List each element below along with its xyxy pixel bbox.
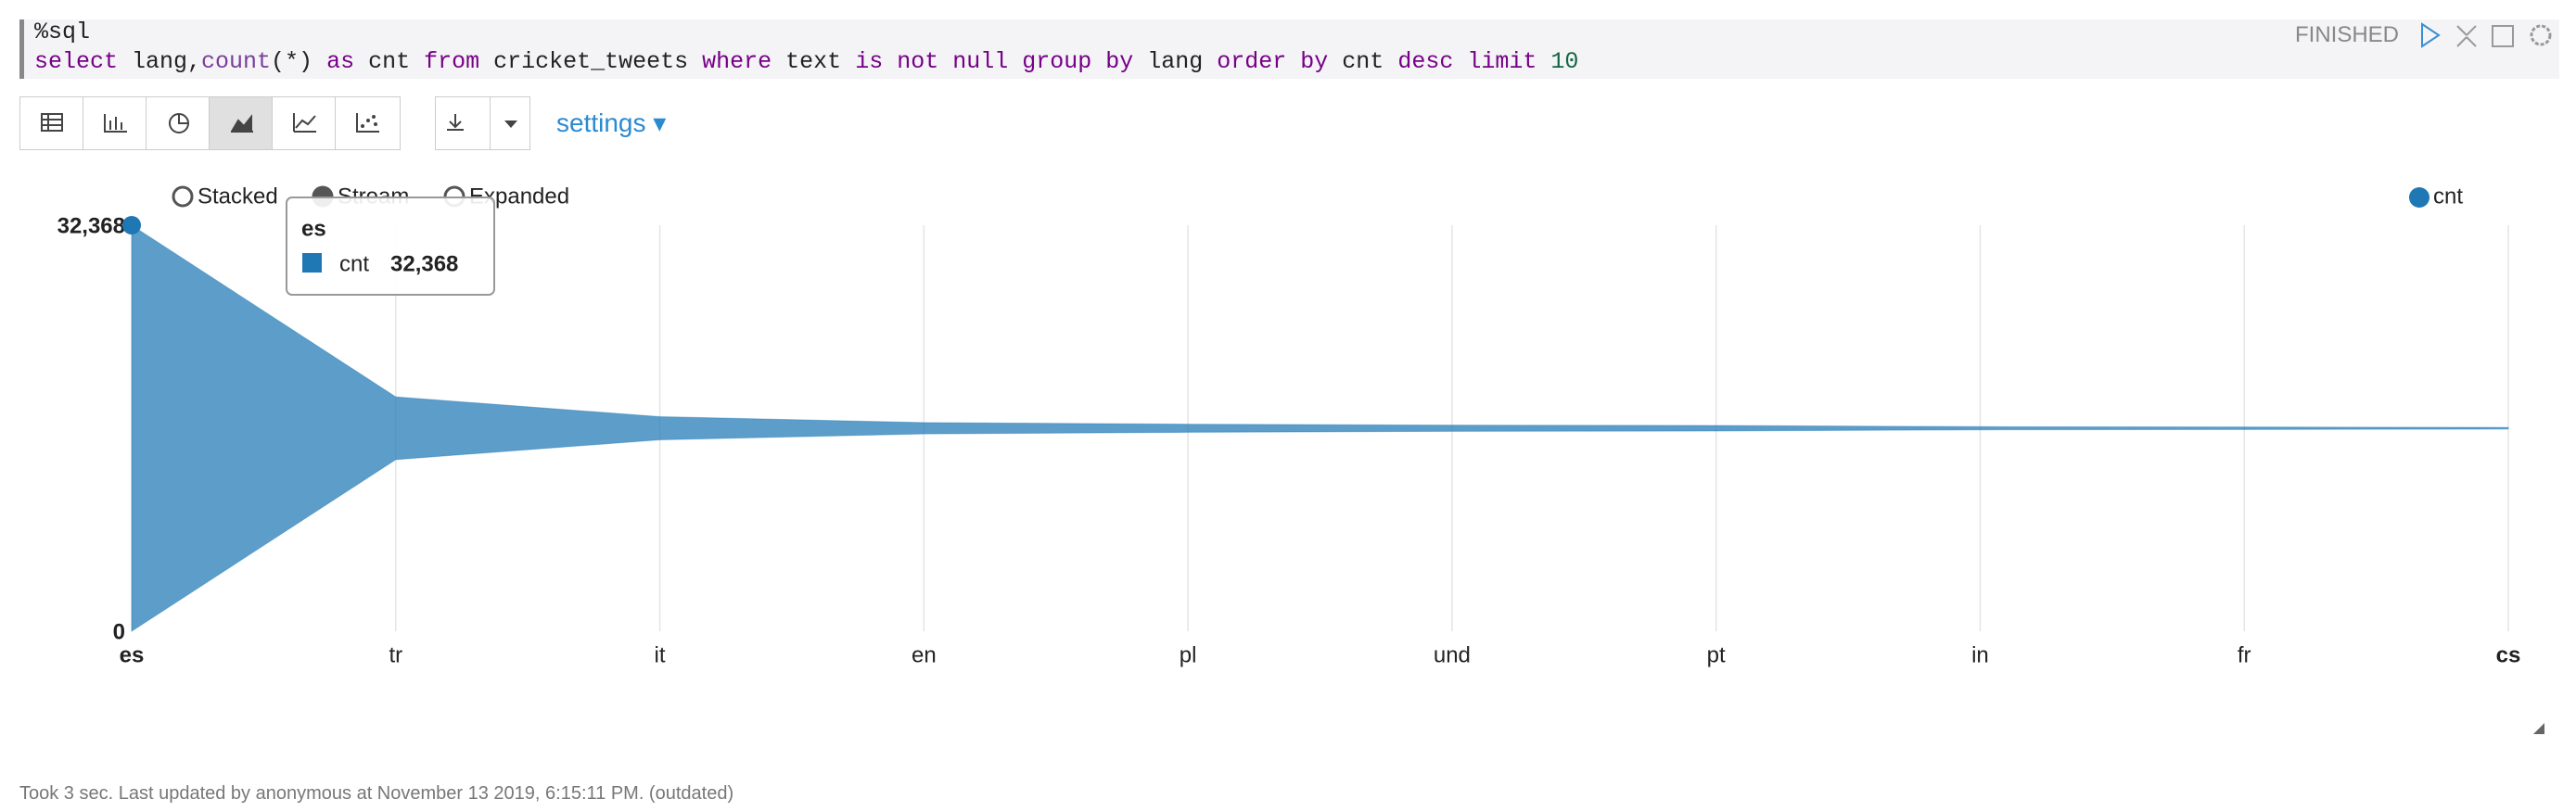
x-tick-label: tr [389,642,402,667]
legend-label: cnt [2433,184,2463,209]
legend-marker[interactable] [2409,187,2429,208]
x-tick-label: in [1971,642,1989,667]
x-tick-label: en [912,642,937,667]
stream-area [131,224,2509,632]
code-token: cnt [1328,48,1398,75]
chart-option-label: Stacked [198,184,278,209]
bar-button[interactable] [83,96,147,150]
book-icon[interactable] [2492,25,2514,47]
scatter-button[interactable] [335,96,401,150]
code-token: lang, [118,48,202,75]
x-tick-label: und [1434,642,1471,667]
toolbar-icons [41,113,517,133]
run-icon[interactable] [2421,22,2441,48]
pie-button[interactable] [146,96,210,150]
tooltip-series: cnt [339,251,369,276]
tooltip-title: es [301,216,326,241]
line-button[interactable] [272,96,336,150]
tooltip-swatch [302,253,322,273]
settings-label: settings [556,108,646,137]
code-token: is not null group by [855,48,1134,75]
code-token: order by [1217,48,1329,75]
y-tick-label: 0 [113,619,125,644]
resize-handle[interactable] [2530,719,2548,738]
collapse-icon[interactable] [2456,25,2477,47]
tooltip [286,197,495,296]
paragraph-controls [2421,22,2552,48]
code-token: (*) [271,48,327,75]
footer-status: Took 3 sec. Last updated by anonymous at… [19,783,734,804]
code-editor[interactable] [19,19,2559,79]
x-tick-label: es [120,642,145,667]
tooltip-value: 32,368 [390,251,458,276]
x-tick-label: cs [2496,642,2521,667]
code-token: desc limit [1397,48,1537,75]
code-line: select lang,count(*) as cnt from cricket… [34,48,1578,75]
x-tick-label: pt [1707,642,1726,667]
code-token: from [424,48,480,75]
code-token: 10 [1550,48,1579,75]
code-token: text [772,48,856,75]
code-token: as [326,48,355,75]
x-tick-label: it [655,642,666,667]
code-token: where [702,48,772,75]
code-token: cricket_tweets [479,48,703,75]
code-token: cnt [354,48,425,75]
code-line: %sql [34,19,91,45]
x-tick-label: pl [1180,642,1197,667]
status: FINISHED [2295,22,2400,47]
y-tick-label: 32,368 [57,213,125,238]
code-token: lang [1133,48,1218,75]
x-tick-label: fr [2238,642,2251,667]
hover-point [122,216,141,235]
settings-dropdown[interactable]: settings ▾ [556,108,667,137]
code-token: select [34,48,119,75]
chart-option-radio[interactable] [172,185,194,208]
code-token: count [201,48,272,75]
settings-icon[interactable] [2530,24,2552,46]
